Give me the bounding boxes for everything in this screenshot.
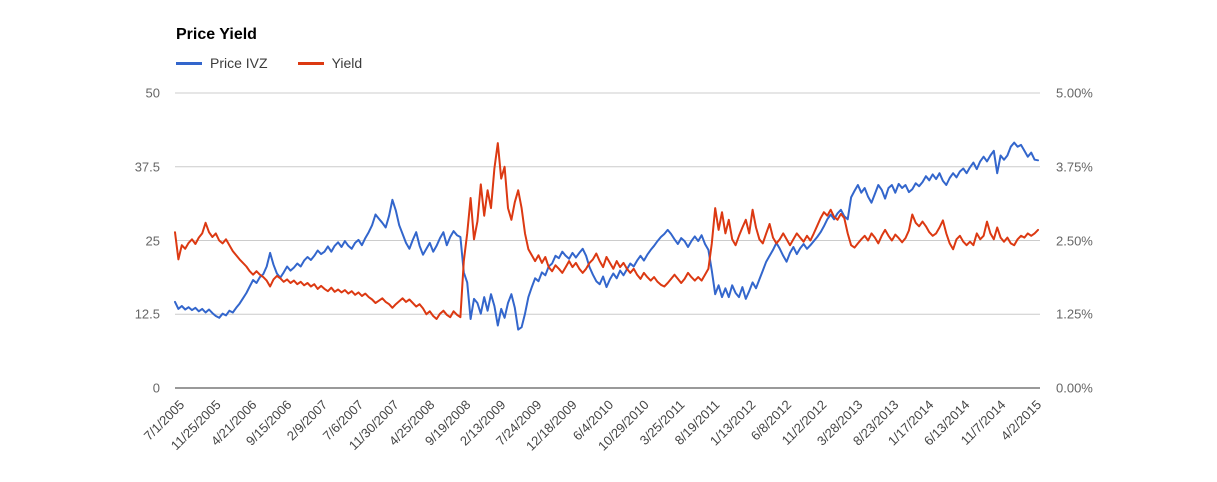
chart-legend: Price IVZ Yield [176,55,392,71]
price-series-line [174,141,1039,331]
y-axis-label-left: 50 [145,85,160,101]
y-axis-label-right: 2.50% [1056,233,1093,248]
y-axis-label-left: 0 [152,380,160,396]
y-axis-label-right: 0.00% [1056,380,1093,396]
y-axis-label-left: 37.5 [134,159,160,175]
yield-line-swatch-icon [297,61,324,65]
yield-series-line [174,142,1039,320]
legend-label-price: Price IVZ [210,55,268,71]
y-axis-label-left: 12.5 [134,306,160,322]
price-line-swatch-icon [176,61,202,65]
y-axis-label-right: 3.75% [1056,159,1093,175]
y-axis-label-right: 5.00% [1056,85,1093,101]
legend-label-yield: Yield [331,55,363,71]
legend-item-price: Price IVZ [176,55,268,71]
chart-title: Price Yield [176,26,257,43]
legend-item-yield: Yield [297,55,363,71]
y-axis-label-right: 1.25% [1056,306,1093,322]
y-axis-label-left: 25 [145,233,160,248]
